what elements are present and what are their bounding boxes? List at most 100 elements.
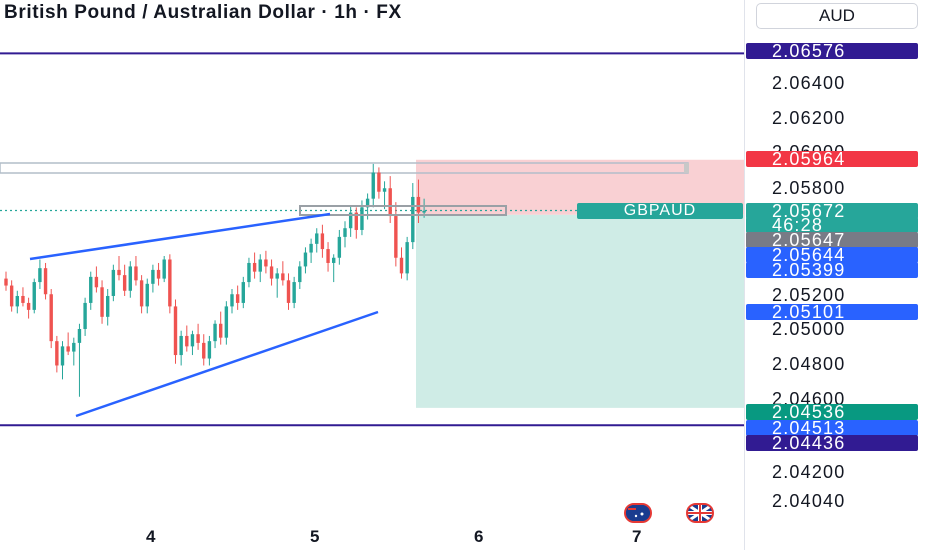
candle-body bbox=[235, 294, 240, 303]
candle-body bbox=[60, 346, 65, 366]
candle-body bbox=[337, 236, 342, 258]
stop-loss-tag: 2.05964 bbox=[746, 150, 918, 168]
candle-body bbox=[416, 196, 421, 213]
candle-body bbox=[151, 269, 155, 284]
candle-body bbox=[224, 306, 229, 338]
candle-body bbox=[275, 273, 279, 279]
candle-body bbox=[213, 323, 217, 342]
candle-body bbox=[303, 252, 308, 267]
last-price-tag: 2.05672 bbox=[746, 202, 918, 220]
candle-body bbox=[66, 346, 70, 352]
candle-body bbox=[94, 276, 99, 288]
take-profit-zone bbox=[416, 214, 744, 408]
candle-body bbox=[106, 295, 110, 317]
candle-body bbox=[4, 278, 8, 286]
candle-body bbox=[377, 172, 381, 192]
candle-body bbox=[365, 198, 370, 208]
price-axis[interactable] bbox=[744, 0, 932, 550]
australia-flag-icon[interactable] bbox=[624, 503, 652, 523]
symbol-price-label: GBPAUD bbox=[577, 203, 743, 219]
candle-body bbox=[332, 257, 336, 263]
candle-body bbox=[309, 243, 313, 253]
candle-body bbox=[382, 188, 387, 192]
blue-tag-2: 2.05399 bbox=[746, 261, 918, 279]
candle-body bbox=[292, 282, 296, 303]
price-tick: 2.04800 bbox=[772, 354, 846, 374]
price-tick: 2.05000 bbox=[772, 319, 846, 339]
entry-box bbox=[299, 205, 507, 216]
upper-trendline bbox=[29, 212, 331, 261]
candle-body bbox=[354, 212, 358, 230]
candle-body bbox=[32, 282, 36, 310]
candle-body bbox=[399, 257, 404, 274]
candle-body bbox=[190, 334, 195, 347]
candle-body bbox=[77, 328, 82, 343]
candle-body bbox=[281, 273, 285, 281]
candle-body bbox=[185, 335, 189, 347]
chart-area[interactable]: British Pound / Australian Dollar · 1h ·… bbox=[0, 0, 744, 550]
blue-tag-1: 2.05644 bbox=[746, 246, 918, 264]
resistance-box-handle bbox=[684, 163, 689, 173]
candle-body bbox=[269, 266, 274, 279]
price-tick: 2.06000 bbox=[772, 143, 846, 153]
candle-body bbox=[128, 266, 132, 291]
take-profit-tag: 2.04536 bbox=[746, 403, 918, 421]
candle-body bbox=[134, 266, 138, 281]
candle-body bbox=[72, 342, 76, 352]
candle-body bbox=[139, 280, 144, 307]
candle-body bbox=[162, 259, 166, 279]
price-tick: 2.04200 bbox=[772, 462, 846, 482]
time-label-6: 6 bbox=[474, 527, 484, 546]
candle-body bbox=[173, 306, 178, 356]
candle-body bbox=[388, 188, 392, 217]
candle-body bbox=[394, 216, 398, 258]
candle-body bbox=[43, 268, 48, 295]
chart-title: British Pound / Australian Dollar · 1h ·… bbox=[4, 2, 402, 23]
range-low-tag: 2.04436 bbox=[746, 434, 918, 452]
uk-flag-icon[interactable] bbox=[686, 503, 714, 523]
candle-body bbox=[258, 259, 262, 272]
candle-body bbox=[156, 269, 161, 279]
candle-body bbox=[21, 295, 25, 303]
candle-body bbox=[252, 262, 257, 272]
lower-trendline bbox=[75, 310, 379, 418]
candle-body bbox=[264, 259, 268, 267]
price-tick: 2.04040 bbox=[772, 491, 846, 511]
candle-body bbox=[411, 196, 415, 243]
candle-body bbox=[111, 269, 116, 296]
candle-body bbox=[405, 242, 409, 274]
candle-body bbox=[168, 259, 172, 307]
price-tick: 2.05200 bbox=[772, 285, 846, 305]
candle-body bbox=[117, 269, 121, 276]
time-label-7: 7 bbox=[632, 527, 642, 546]
countdown-tag: 46:28 bbox=[746, 216, 918, 234]
price-tick: 2.06200 bbox=[772, 108, 846, 128]
price-tick: 2.06400 bbox=[772, 73, 846, 93]
candle-body bbox=[145, 283, 149, 307]
candle-body bbox=[219, 323, 223, 338]
candle-body bbox=[38, 268, 42, 283]
range-high-tag: 2.06576 bbox=[746, 42, 918, 60]
candle-body bbox=[89, 276, 93, 303]
candle-body bbox=[9, 285, 14, 307]
candle-body bbox=[247, 262, 251, 283]
entry-price-tag: 2.05647 bbox=[746, 231, 918, 249]
candle-body bbox=[298, 266, 302, 283]
blue-tag-4: 2.04513 bbox=[746, 419, 918, 437]
candle-body bbox=[122, 275, 127, 291]
candle-body bbox=[360, 207, 364, 230]
candle-body bbox=[230, 294, 234, 307]
candle-body bbox=[343, 228, 347, 237]
candle-body bbox=[371, 172, 375, 199]
candle-body bbox=[196, 334, 200, 343]
candle-body bbox=[100, 287, 104, 317]
time-label-4: 4 bbox=[146, 527, 156, 546]
candle-body bbox=[179, 335, 183, 356]
price-chart[interactable] bbox=[0, 0, 744, 550]
candle-body bbox=[83, 302, 87, 329]
currency-button[interactable]: AUD bbox=[756, 3, 918, 29]
price-tick: 2.04600 bbox=[772, 389, 846, 409]
candle-body bbox=[202, 342, 206, 359]
candle-body bbox=[55, 341, 59, 366]
blue-tag-3: 2.05101 bbox=[746, 303, 918, 321]
